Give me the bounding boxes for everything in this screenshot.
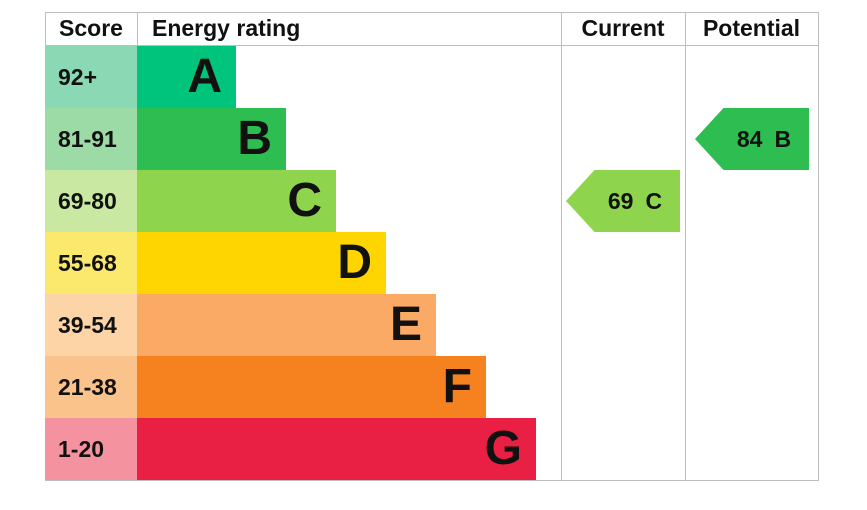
table-top-border	[45, 12, 819, 13]
band-row-f: 21-38 F	[45, 356, 819, 418]
band-bar: B	[137, 108, 286, 170]
band-score-cell: 21-38	[45, 356, 137, 418]
band-score-cell: 69-80	[45, 170, 137, 232]
band-row-g: 1-20 G	[45, 418, 819, 480]
potential-rating-arrow: 84 B	[695, 108, 809, 170]
band-score-cell: 39-54	[45, 294, 137, 356]
band-row-c: 69-80 C	[45, 170, 819, 232]
current-column-divider	[561, 12, 562, 480]
band-score-cell: 55-68	[45, 232, 137, 294]
band-row-e: 39-54 E	[45, 294, 819, 356]
band-bar: F	[137, 356, 486, 418]
energy-rating-bands: 92+ A 81-91 B 69-80 C 55-68 D 39-54 E 21…	[45, 46, 819, 480]
potential-rating-letter: B	[774, 125, 792, 152]
band-bar: E	[137, 294, 436, 356]
potential-column-divider	[685, 12, 686, 480]
band-score-cell: 1-20	[45, 418, 137, 480]
score-column-divider	[137, 12, 138, 45]
band-bar: G	[137, 418, 536, 480]
band-bar: D	[137, 232, 386, 294]
potential-column-header: Potential	[702, 15, 801, 41]
table-right-border	[818, 12, 819, 480]
energy-rating-column-header: Energy rating	[152, 15, 301, 41]
band-row-b: 81-91 B	[45, 108, 819, 170]
band-score-cell: 81-91	[45, 108, 137, 170]
band-row-d: 55-68 D	[45, 232, 819, 294]
band-row-a: 92+ A	[45, 46, 819, 108]
header-bottom-border	[45, 45, 819, 46]
table-bottom-border	[45, 480, 819, 481]
score-column-header: Score	[59, 15, 123, 41]
header-left-border	[45, 12, 46, 45]
current-column-header: Current	[581, 15, 665, 41]
current-rating-value: 69	[607, 187, 634, 214]
potential-rating-value: 84	[736, 125, 763, 152]
band-bar: C	[137, 170, 336, 232]
band-score-cell: 92+	[45, 46, 137, 108]
current-rating-letter: C	[645, 187, 663, 214]
band-bar: A	[137, 46, 236, 108]
